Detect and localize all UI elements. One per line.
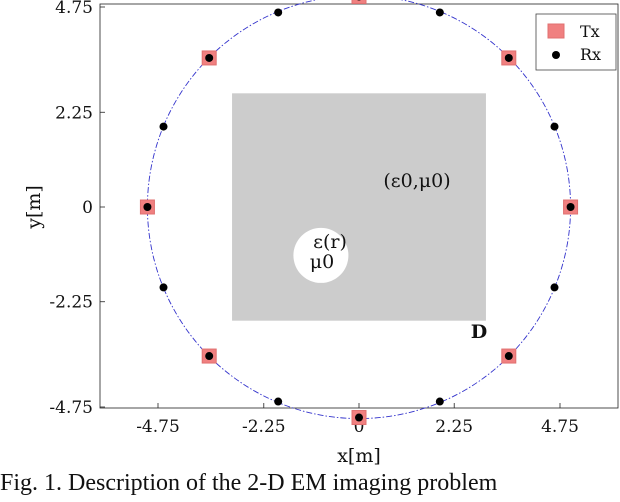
tx-marker bbox=[351, 0, 367, 4]
rx-marker bbox=[550, 122, 559, 131]
y-tick-label: 4.75 bbox=[55, 0, 93, 18]
chart: -4.75 -2.25 0 2.25 4.75 -4.75 -2.25 0 2.25 4.75 (… bbox=[23, 0, 619, 467]
y-axis-label: y[m] bbox=[23, 185, 45, 230]
rx-marker bbox=[566, 203, 575, 211]
rx-marker bbox=[355, 413, 363, 422]
rx-marker bbox=[159, 122, 168, 131]
x-axis-label: x[m] bbox=[337, 445, 381, 467]
legend-rx-marker bbox=[552, 51, 560, 59]
domain-label: D bbox=[471, 321, 487, 343]
rx-marker bbox=[435, 397, 444, 406]
legend-tx-marker bbox=[547, 23, 565, 39]
rx-marker bbox=[435, 8, 444, 17]
x-tick-label: 4.75 bbox=[541, 417, 579, 437]
rx-marker bbox=[274, 397, 283, 406]
figure-caption: Fig. 1. Description of the 2-D EM imagin… bbox=[0, 470, 498, 496]
domain-square bbox=[232, 93, 486, 321]
data-marks bbox=[139, 0, 579, 426]
y-tick-label: -2.25 bbox=[49, 293, 93, 313]
y-tick-label: 0 bbox=[82, 198, 93, 218]
axis-ticks: -4.75 -2.25 0 2.25 4.75 -4.75 -2.25 0 2.25 4.75 bbox=[49, 0, 579, 437]
scatterer-permittivity-label: ε(r) bbox=[313, 231, 347, 253]
scatterer-permeability-label: μ0 bbox=[310, 251, 334, 273]
y-tick-label: -4.75 bbox=[49, 398, 93, 418]
x-tick-label: 0 bbox=[354, 417, 365, 437]
legend-rx-label: Rx bbox=[580, 45, 601, 64]
legend-tx-label: Tx bbox=[580, 22, 600, 41]
background-medium-label: (ε0,μ0) bbox=[383, 170, 450, 192]
rx-marker bbox=[143, 203, 152, 211]
rx-marker bbox=[159, 283, 168, 292]
rx-marker bbox=[504, 352, 513, 361]
x-tick-label: -2.25 bbox=[242, 417, 286, 437]
legend-box bbox=[535, 13, 617, 71]
rx-marker bbox=[205, 352, 214, 361]
x-tick-label: 2.25 bbox=[435, 417, 473, 437]
rx-marker bbox=[504, 53, 513, 62]
scatterer-circle bbox=[293, 227, 349, 283]
rx-marker bbox=[550, 283, 559, 292]
x-tick-label: -4.75 bbox=[136, 417, 180, 437]
y-tick-label: 2.25 bbox=[55, 103, 93, 123]
rx-marker bbox=[205, 53, 214, 62]
legend: Tx Rx bbox=[535, 13, 617, 71]
rx-marker bbox=[274, 8, 283, 17]
